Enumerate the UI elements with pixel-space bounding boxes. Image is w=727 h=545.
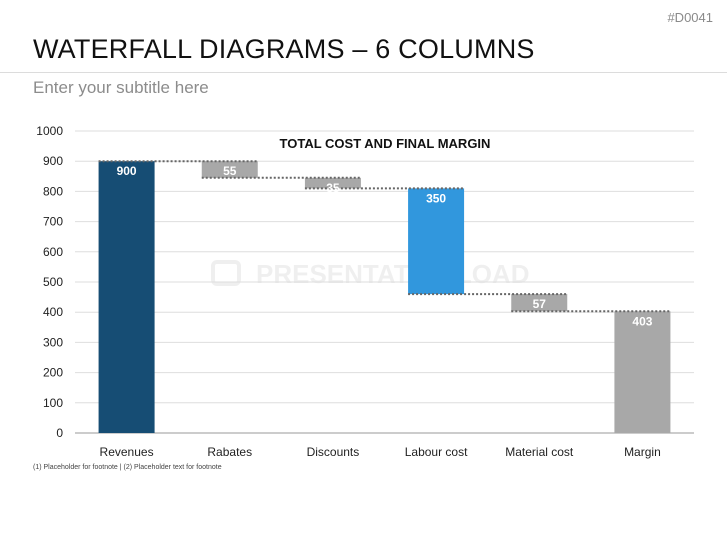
title-divider [0,72,727,73]
y-tick-label: 200 [43,366,63,380]
page-subtitle: Enter your subtitle here [33,78,209,97]
data-label: 403 [632,314,652,328]
slide-id: #D0041 [667,10,713,25]
x-tick-label: Discounts [307,445,360,459]
y-tick-label: 600 [43,245,63,259]
bar-material-cost [511,294,568,312]
data-label: 57 [533,297,547,311]
bar-rabates [201,161,258,178]
y-tick-label: 1000 [36,124,63,138]
y-tick-label: 900 [43,154,63,168]
bar-labour-cost [408,188,465,295]
bar-margin [614,311,671,433]
page-title: WATERFALL DIAGRAMS – 6 COLUMNS [33,34,535,64]
x-tick-label: Rabates [207,445,252,459]
watermark-text: PRESENTATIONLOAD [256,259,529,289]
x-tick-label: Margin [624,445,661,459]
y-tick-label: 100 [43,396,63,410]
bar-revenues [98,161,155,433]
y-tick-label: 700 [43,215,63,229]
bar-discounts [304,177,361,189]
watermark-logo-icon [211,260,241,286]
data-label: 900 [117,164,137,178]
y-tick-label: 500 [43,275,63,289]
data-label: 35 [326,181,340,195]
y-tick-label: 400 [43,305,63,319]
footnote: (1) Placeholder for footnote | (2) Place… [33,464,222,471]
data-label: 350 [426,191,446,205]
chart-title: TOTAL COST AND FINAL MARGIN [280,136,491,151]
x-tick-label: Revenues [100,445,154,459]
y-tick-label: 300 [43,335,63,349]
x-tick-label: Material cost [505,445,574,459]
x-tick-label: Labour cost [405,445,468,459]
y-tick-label: 0 [56,426,63,440]
data-label: 55 [223,164,237,178]
watermark: PRESENTATIONLOAD [211,259,529,289]
y-tick-label: 800 [43,184,63,198]
